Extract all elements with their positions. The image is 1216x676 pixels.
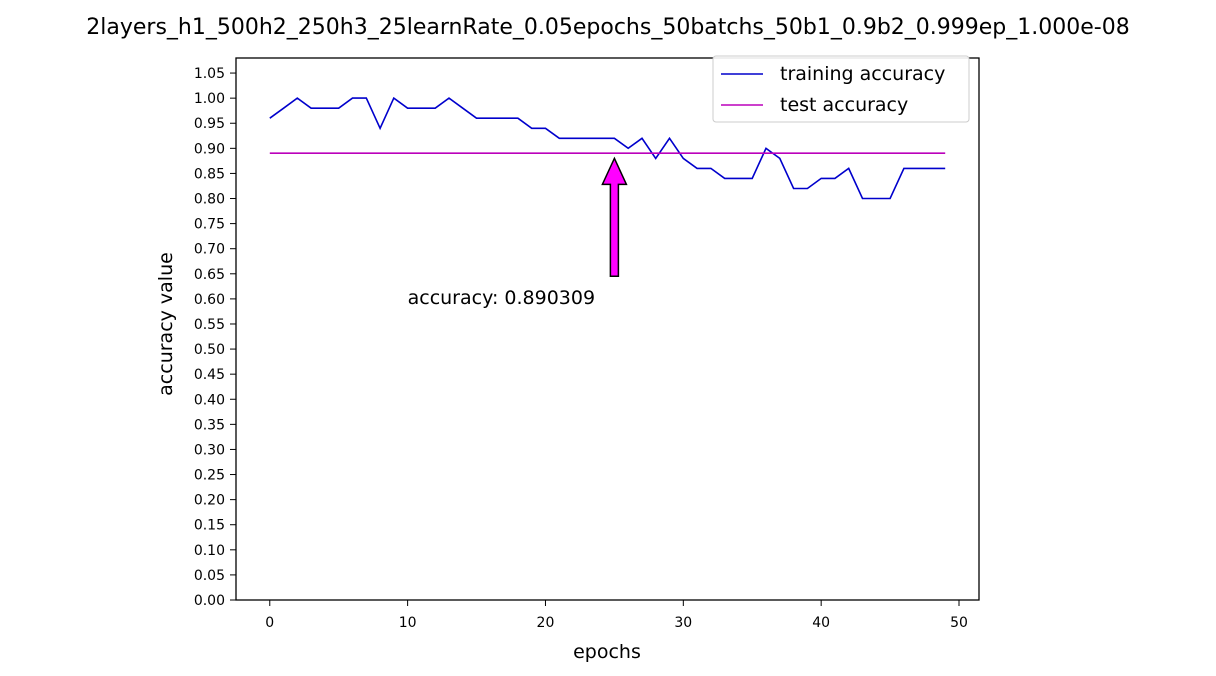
chart-title: 2layers_h1_500h2_250h3_25learnRate_0.05e… (86, 15, 1129, 40)
y-tick-label: 0.80 (194, 192, 225, 208)
y-tick-label: 0.05 (194, 568, 225, 584)
y-tick-label: 0.75 (194, 217, 225, 233)
x-tick-label: 50 (950, 615, 968, 631)
legend-label-test-accuracy: test accuracy (780, 94, 908, 116)
y-tick-label: 0.15 (194, 518, 225, 534)
y-tick-label: 0.10 (194, 543, 225, 559)
y-tick-label: 0.50 (194, 342, 225, 358)
x-tick-label: 20 (537, 615, 555, 631)
series-line-training-accuracy (269, 96, 946, 200)
annotation-arrow (601, 156, 628, 278)
y-tick-label: 0.70 (194, 242, 225, 258)
x-tick-label: 0 (265, 615, 274, 631)
y-tick-label: 0.45 (194, 367, 225, 383)
y-tick-label: 0.60 (194, 292, 225, 308)
x-tick-label: 30 (674, 615, 692, 631)
x-tick-label: 10 (399, 615, 417, 631)
y-tick-label: 0.30 (194, 442, 225, 458)
y-tick-label: 0.65 (194, 267, 225, 283)
axes-frame (235, 57, 980, 601)
x-axis-label: epochs (573, 641, 641, 663)
y-tick-label: 0.55 (194, 317, 225, 333)
y-tick-label: 0.25 (194, 468, 225, 484)
y-tick-label: 0.20 (194, 493, 225, 509)
y-tick-label: 0.40 (194, 392, 225, 408)
y-tick-label: 0.00 (194, 593, 225, 609)
y-tick-label: 0.35 (194, 417, 225, 433)
annotation-text: accuracy: 0.890309 (408, 287, 595, 309)
y-tick-label: 1.05 (194, 66, 225, 82)
y-tick-label: 0.90 (194, 141, 225, 157)
y-tick-label: 0.85 (194, 166, 225, 182)
y-tick-label: 0.95 (194, 116, 225, 132)
legend-label-training-accuracy: training accuracy (780, 63, 945, 85)
legend: training accuracy test accuracy (712, 55, 970, 123)
y-tick-label: 1.00 (194, 91, 225, 107)
plot-area: 0.00 0.05 0.10 0.15 0.20 0.25 0.30 0.35 0.40 0.45… (194, 57, 980, 631)
x-tick-label: 40 (812, 615, 830, 631)
legend-frame (712, 55, 970, 123)
y-axis-label: accuracy value (155, 252, 177, 396)
